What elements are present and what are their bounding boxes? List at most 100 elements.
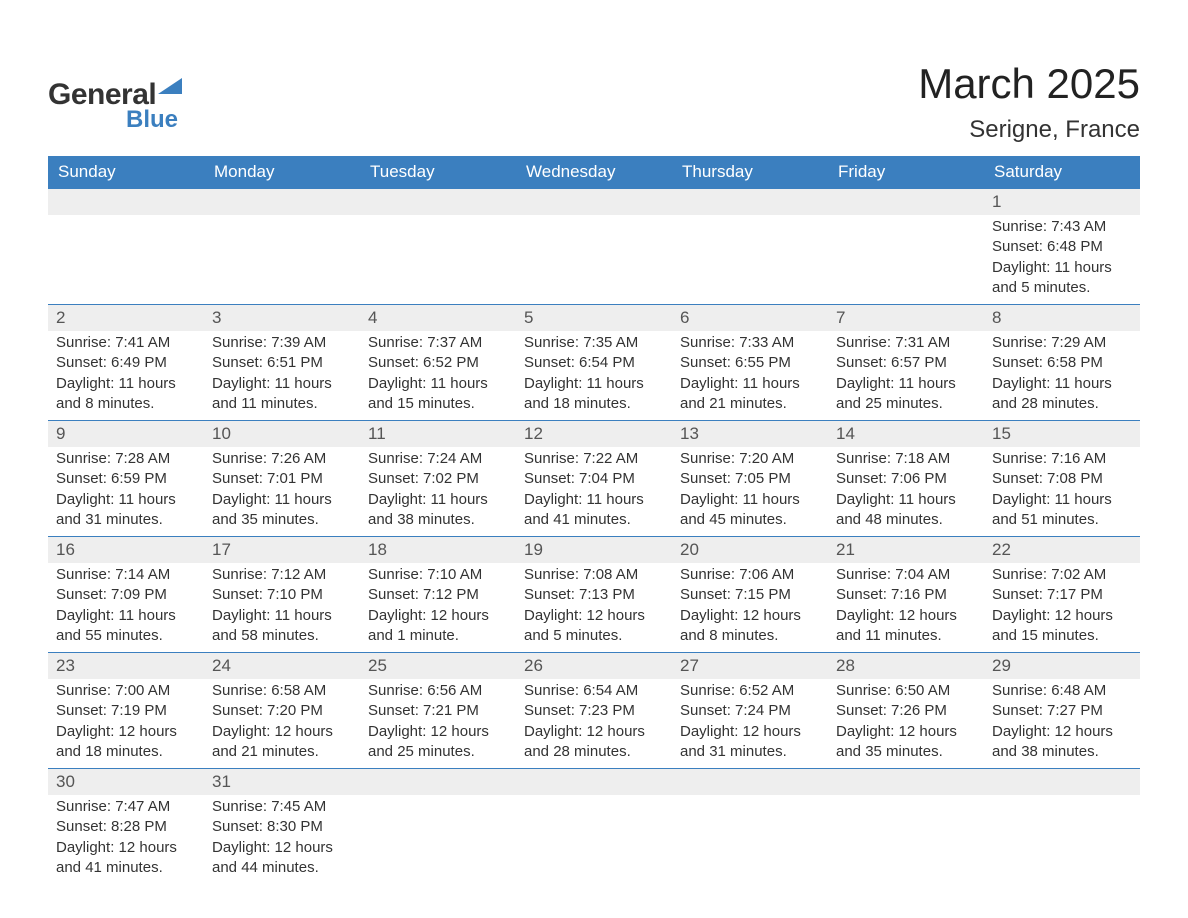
daylight-line: Daylight: 12 hours and 1 minute. xyxy=(368,606,508,647)
daynum-cell: 21 xyxy=(828,537,984,564)
sunset-line: Sunset: 6:48 PM xyxy=(992,237,1132,257)
calendar-body: 1Sunrise: 7:43 AMSunset: 6:48 PMDaylight… xyxy=(48,189,1140,885)
daynum-row: 1 xyxy=(48,189,1140,216)
detail-cell: Sunrise: 7:04 AMSunset: 7:16 PMDaylight:… xyxy=(828,563,984,653)
sunset-line: Sunset: 7:26 PM xyxy=(836,701,976,721)
detail-cell: Sunrise: 7:24 AMSunset: 7:02 PMDaylight:… xyxy=(360,447,516,537)
detail-cell: Sunrise: 7:45 AMSunset: 8:30 PMDaylight:… xyxy=(204,795,360,884)
detail-cell: Sunrise: 7:43 AMSunset: 6:48 PMDaylight:… xyxy=(984,215,1140,305)
sunset-line: Sunset: 7:04 PM xyxy=(524,469,664,489)
sunset-line: Sunset: 7:15 PM xyxy=(680,585,820,605)
daylight-line: Daylight: 11 hours and 51 minutes. xyxy=(992,490,1132,531)
detail-cell: Sunrise: 7:47 AMSunset: 8:28 PMDaylight:… xyxy=(48,795,204,884)
sunset-line: Sunset: 6:57 PM xyxy=(836,353,976,373)
daylight-line: Daylight: 11 hours and 58 minutes. xyxy=(212,606,352,647)
detail-cell: Sunrise: 7:06 AMSunset: 7:15 PMDaylight:… xyxy=(672,563,828,653)
daynum-cell: 19 xyxy=(516,537,672,564)
detail-cell xyxy=(672,795,828,884)
daylight-line: Daylight: 12 hours and 15 minutes. xyxy=(992,606,1132,647)
daynum-cell: 29 xyxy=(984,653,1140,680)
day-number: 10 xyxy=(204,421,360,447)
sunrise-line: Sunrise: 7:20 AM xyxy=(680,449,820,469)
daylight-line: Daylight: 12 hours and 31 minutes. xyxy=(680,722,820,763)
sunrise-line: Sunrise: 7:26 AM xyxy=(212,449,352,469)
detail-cell: Sunrise: 7:41 AMSunset: 6:49 PMDaylight:… xyxy=(48,331,204,421)
daynum-cell xyxy=(516,189,672,216)
sunrise-line: Sunrise: 7:16 AM xyxy=(992,449,1132,469)
sunset-line: Sunset: 7:10 PM xyxy=(212,585,352,605)
sunrise-line: Sunrise: 6:48 AM xyxy=(992,681,1132,701)
day-number: 20 xyxy=(672,537,828,563)
detail-cell xyxy=(516,795,672,884)
detail-cell: Sunrise: 7:28 AMSunset: 6:59 PMDaylight:… xyxy=(48,447,204,537)
daynum-row: 23242526272829 xyxy=(48,653,1140,680)
sunrise-line: Sunrise: 7:24 AM xyxy=(368,449,508,469)
detail-cell xyxy=(516,215,672,305)
sunrise-line: Sunrise: 7:18 AM xyxy=(836,449,976,469)
details-row: Sunrise: 7:41 AMSunset: 6:49 PMDaylight:… xyxy=(48,331,1140,421)
daynum-cell: 25 xyxy=(360,653,516,680)
day-number: 30 xyxy=(48,769,204,795)
daylight-line: Daylight: 12 hours and 44 minutes. xyxy=(212,838,352,879)
daynum-cell: 3 xyxy=(204,305,360,332)
daylight-line: Daylight: 11 hours and 28 minutes. xyxy=(992,374,1132,415)
daynum-row: 9101112131415 xyxy=(48,421,1140,448)
day-number: 24 xyxy=(204,653,360,679)
daynum-cell xyxy=(204,189,360,216)
daynum-cell: 31 xyxy=(204,769,360,796)
day-number: 4 xyxy=(360,305,516,331)
daylight-line: Daylight: 12 hours and 18 minutes. xyxy=(56,722,196,763)
sunrise-line: Sunrise: 7:08 AM xyxy=(524,565,664,585)
sunset-line: Sunset: 7:02 PM xyxy=(368,469,508,489)
daylight-line: Daylight: 11 hours and 25 minutes. xyxy=(836,374,976,415)
daylight-line: Daylight: 11 hours and 8 minutes. xyxy=(56,374,196,415)
day-number: 17 xyxy=(204,537,360,563)
daylight-line: Daylight: 11 hours and 11 minutes. xyxy=(212,374,352,415)
detail-cell: Sunrise: 7:20 AMSunset: 7:05 PMDaylight:… xyxy=(672,447,828,537)
sunset-line: Sunset: 7:21 PM xyxy=(368,701,508,721)
header: General Blue March 2025 Serigne, France xyxy=(48,60,1140,144)
daylight-line: Daylight: 11 hours and 48 minutes. xyxy=(836,490,976,531)
daynum-cell: 7 xyxy=(828,305,984,332)
location-label: Serigne, France xyxy=(918,116,1140,144)
daylight-line: Daylight: 12 hours and 8 minutes. xyxy=(680,606,820,647)
day-number: 31 xyxy=(204,769,360,795)
dayheader-mon: Monday xyxy=(204,156,360,189)
daynum-cell: 20 xyxy=(672,537,828,564)
day-number: 13 xyxy=(672,421,828,447)
logo-triangle-icon xyxy=(158,78,182,94)
daynum-cell: 5 xyxy=(516,305,672,332)
sunrise-line: Sunrise: 7:14 AM xyxy=(56,565,196,585)
detail-cell xyxy=(672,215,828,305)
detail-cell: Sunrise: 6:50 AMSunset: 7:26 PMDaylight:… xyxy=(828,679,984,769)
sunset-line: Sunset: 7:08 PM xyxy=(992,469,1132,489)
dayheader-fri: Friday xyxy=(828,156,984,189)
sunset-line: Sunset: 8:30 PM xyxy=(212,817,352,837)
detail-cell: Sunrise: 7:00 AMSunset: 7:19 PMDaylight:… xyxy=(48,679,204,769)
sunset-line: Sunset: 6:59 PM xyxy=(56,469,196,489)
day-number: 25 xyxy=(360,653,516,679)
page-title: March 2025 xyxy=(918,60,1140,108)
sunrise-line: Sunrise: 7:04 AM xyxy=(836,565,976,585)
daylight-line: Daylight: 12 hours and 28 minutes. xyxy=(524,722,664,763)
sunrise-line: Sunrise: 7:22 AM xyxy=(524,449,664,469)
daynum-cell: 15 xyxy=(984,421,1140,448)
sunrise-line: Sunrise: 6:52 AM xyxy=(680,681,820,701)
daylight-line: Daylight: 11 hours and 15 minutes. xyxy=(368,374,508,415)
detail-cell xyxy=(828,795,984,884)
sunset-line: Sunset: 6:52 PM xyxy=(368,353,508,373)
daylight-line: Daylight: 11 hours and 5 minutes. xyxy=(992,258,1132,299)
daynum-cell: 14 xyxy=(828,421,984,448)
daynum-cell: 13 xyxy=(672,421,828,448)
sunrise-line: Sunrise: 6:54 AM xyxy=(524,681,664,701)
daylight-line: Daylight: 11 hours and 41 minutes. xyxy=(524,490,664,531)
daylight-line: Daylight: 12 hours and 21 minutes. xyxy=(212,722,352,763)
sunrise-line: Sunrise: 6:50 AM xyxy=(836,681,976,701)
detail-cell: Sunrise: 7:37 AMSunset: 6:52 PMDaylight:… xyxy=(360,331,516,421)
sunset-line: Sunset: 6:54 PM xyxy=(524,353,664,373)
logo: General Blue xyxy=(48,78,182,134)
detail-cell: Sunrise: 6:56 AMSunset: 7:21 PMDaylight:… xyxy=(360,679,516,769)
detail-cell xyxy=(204,215,360,305)
daynum-cell: 27 xyxy=(672,653,828,680)
sunrise-line: Sunrise: 7:37 AM xyxy=(368,333,508,353)
